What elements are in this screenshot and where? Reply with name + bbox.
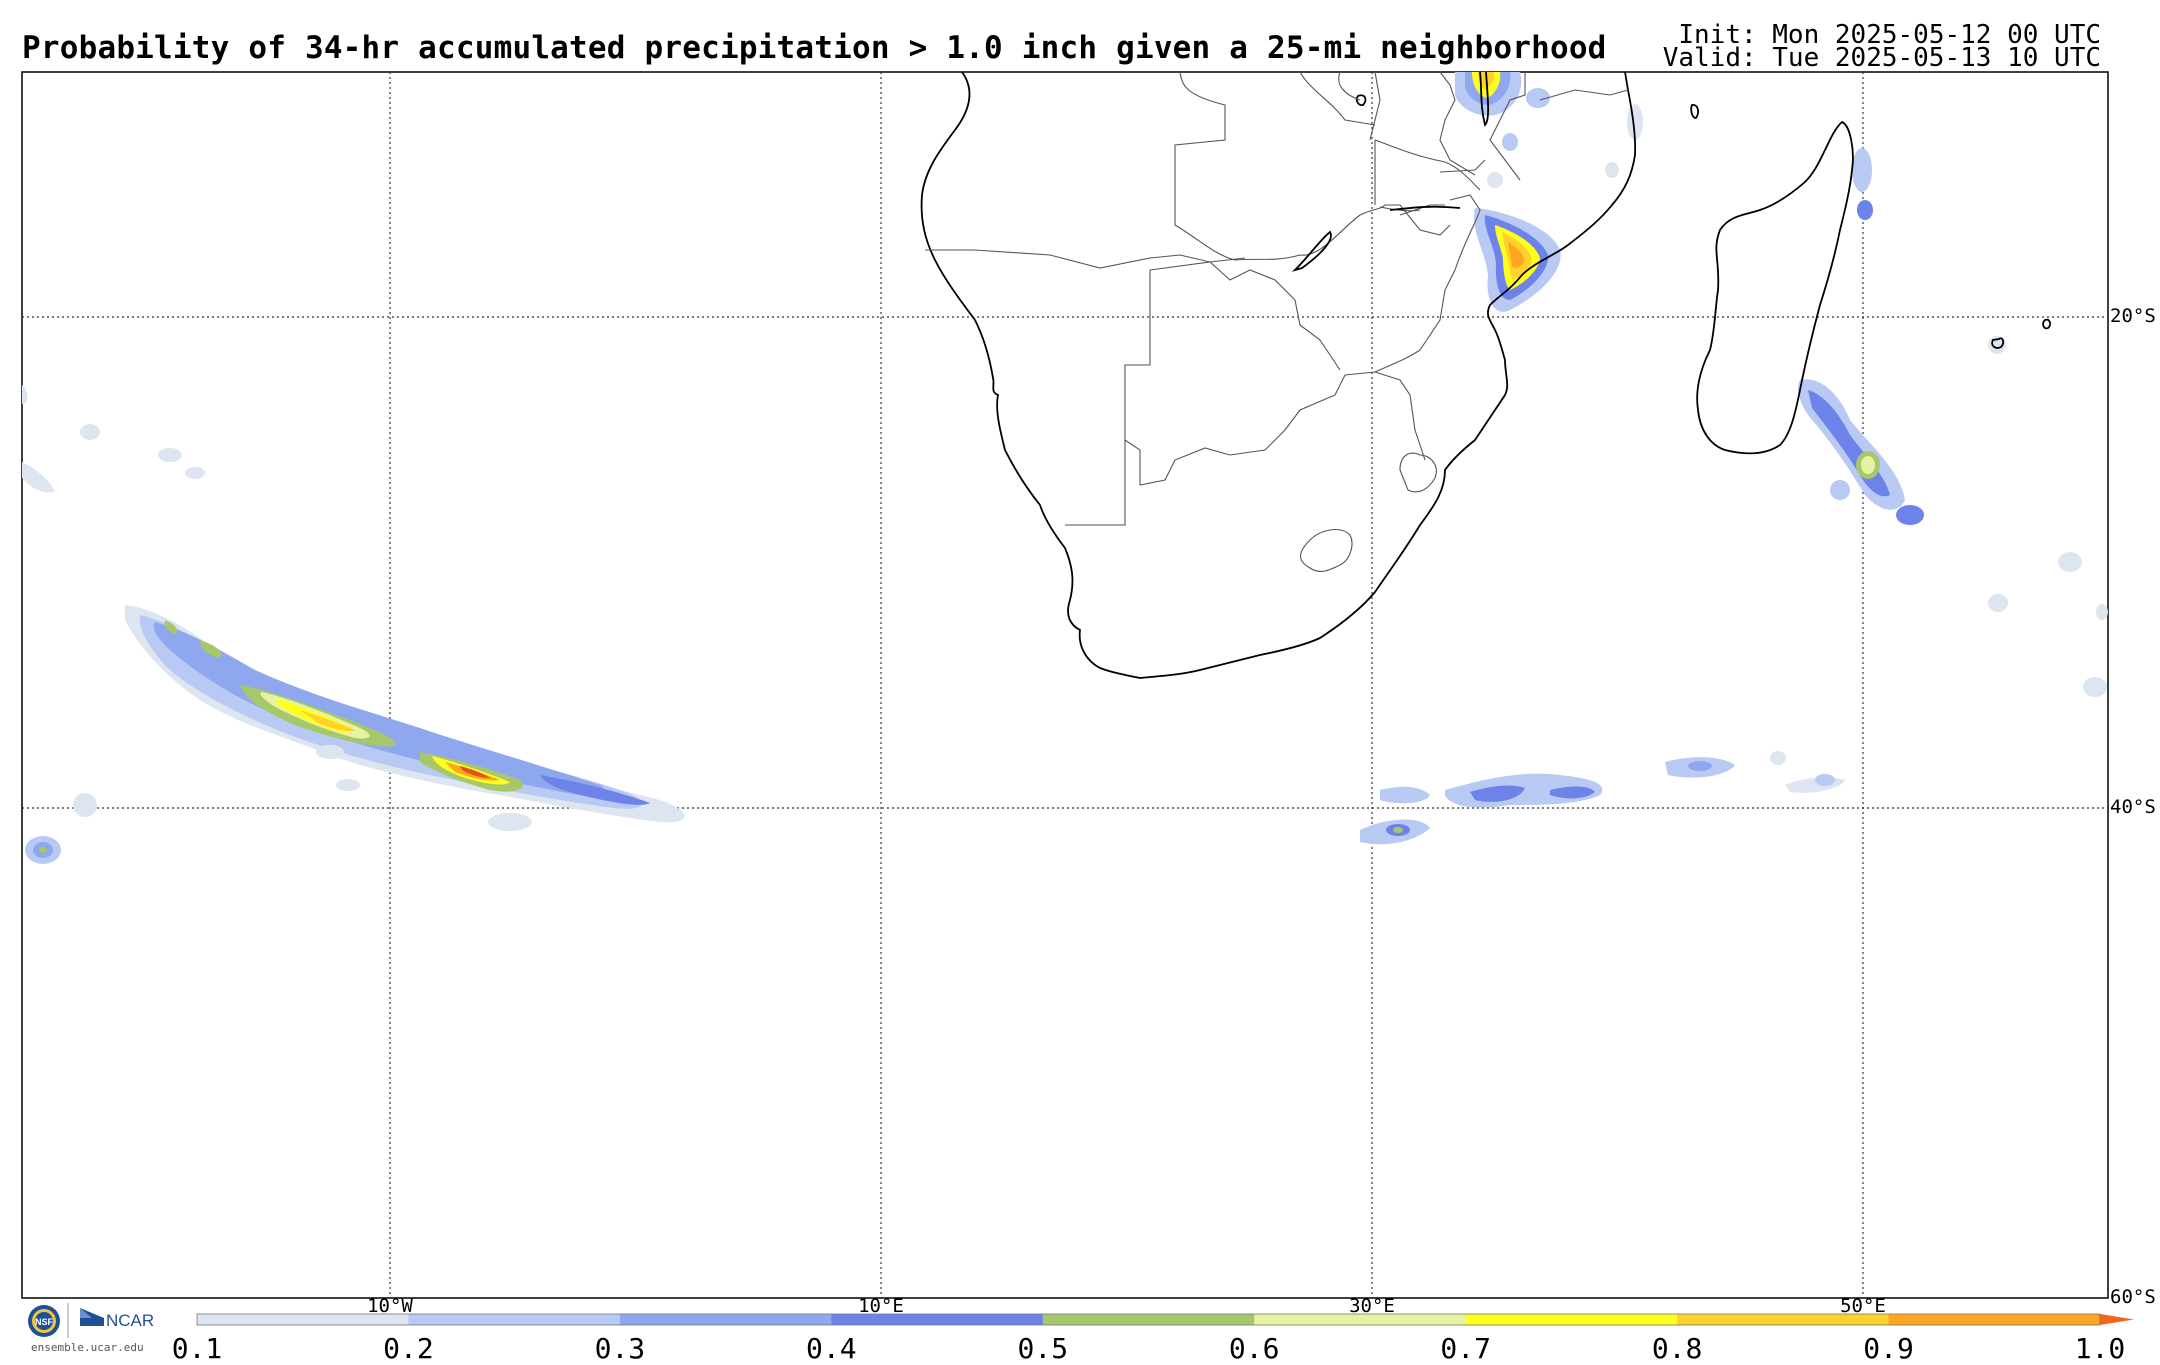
map-frame xyxy=(21,71,2109,1299)
colorbar-tick-label: 1.0 xyxy=(2074,1332,2126,1365)
colorbar-tick-label: 0.6 xyxy=(1228,1332,1280,1365)
colorbar-tick-label: 0.2 xyxy=(383,1332,434,1365)
lon-label-10e: 10°E xyxy=(858,1295,904,1317)
colorbar-segment xyxy=(1465,1314,1678,1325)
lon-label-30e: 30°E xyxy=(1349,1295,1395,1317)
lon-label-50e: 50°E xyxy=(1840,1295,1886,1317)
colorbar-segment xyxy=(1677,1314,1890,1325)
svg-text:NSF: NSF xyxy=(35,1317,54,1327)
colorbar-tick-label: 0.5 xyxy=(1017,1332,1069,1365)
colorbar xyxy=(196,1313,2134,1326)
colorbar-segment xyxy=(1254,1314,1467,1325)
colorbar-tick-label: 0.4 xyxy=(806,1332,857,1365)
coastlines xyxy=(920,71,2052,679)
gridlines xyxy=(22,72,2108,1298)
country-borders xyxy=(925,71,1629,572)
colorbar-frame xyxy=(196,1313,2101,1326)
lat-label-40s: 40°S xyxy=(2110,796,2156,818)
ncar-logo: NCAR xyxy=(80,1308,154,1330)
svg-text:NCAR: NCAR xyxy=(106,1311,154,1330)
init-time: Init: Mon 2025-05-12 00 UTC xyxy=(1678,20,2101,50)
colorbar-tick-label: 0.3 xyxy=(594,1332,646,1365)
colorbar-tick-label: 0.9 xyxy=(1863,1332,1914,1365)
colorbar-extension xyxy=(2100,1314,2134,1325)
colorbar-tick-label: 0.7 xyxy=(1440,1332,1491,1365)
valid-time: Valid: Tue 2025-05-13 10 UTC xyxy=(1662,43,2101,73)
lat-labels: 20°S 40°S 60°S xyxy=(2110,305,2156,1308)
colorbar-tick-label: 0.8 xyxy=(1651,1332,1703,1365)
map-title: Probability of 34-hr accumulated precipi… xyxy=(22,30,1607,66)
colorbar-segment xyxy=(831,1314,1044,1325)
colorbar-segment xyxy=(1042,1314,1255,1325)
nsf-logo: NSF xyxy=(28,1305,60,1337)
lon-label-10w: 10°W xyxy=(367,1295,413,1317)
lon-labels: 10°W 10°E 30°E 50°E xyxy=(367,1295,1886,1317)
colorbar-segment xyxy=(619,1314,832,1325)
lat-label-20s: 20°S xyxy=(2110,305,2156,327)
lakes xyxy=(1291,71,1490,272)
colorbar-segment xyxy=(197,1314,409,1325)
colorbar-segment xyxy=(408,1314,621,1325)
precipitation-contours xyxy=(22,72,2108,864)
colorbar-tick-label: 0.1 xyxy=(171,1332,223,1365)
lat-label-60s: 60°S xyxy=(2110,1286,2156,1308)
colorbar-segment xyxy=(1888,1314,2101,1325)
site-url: ensemble.ucar.edu xyxy=(31,1341,144,1354)
